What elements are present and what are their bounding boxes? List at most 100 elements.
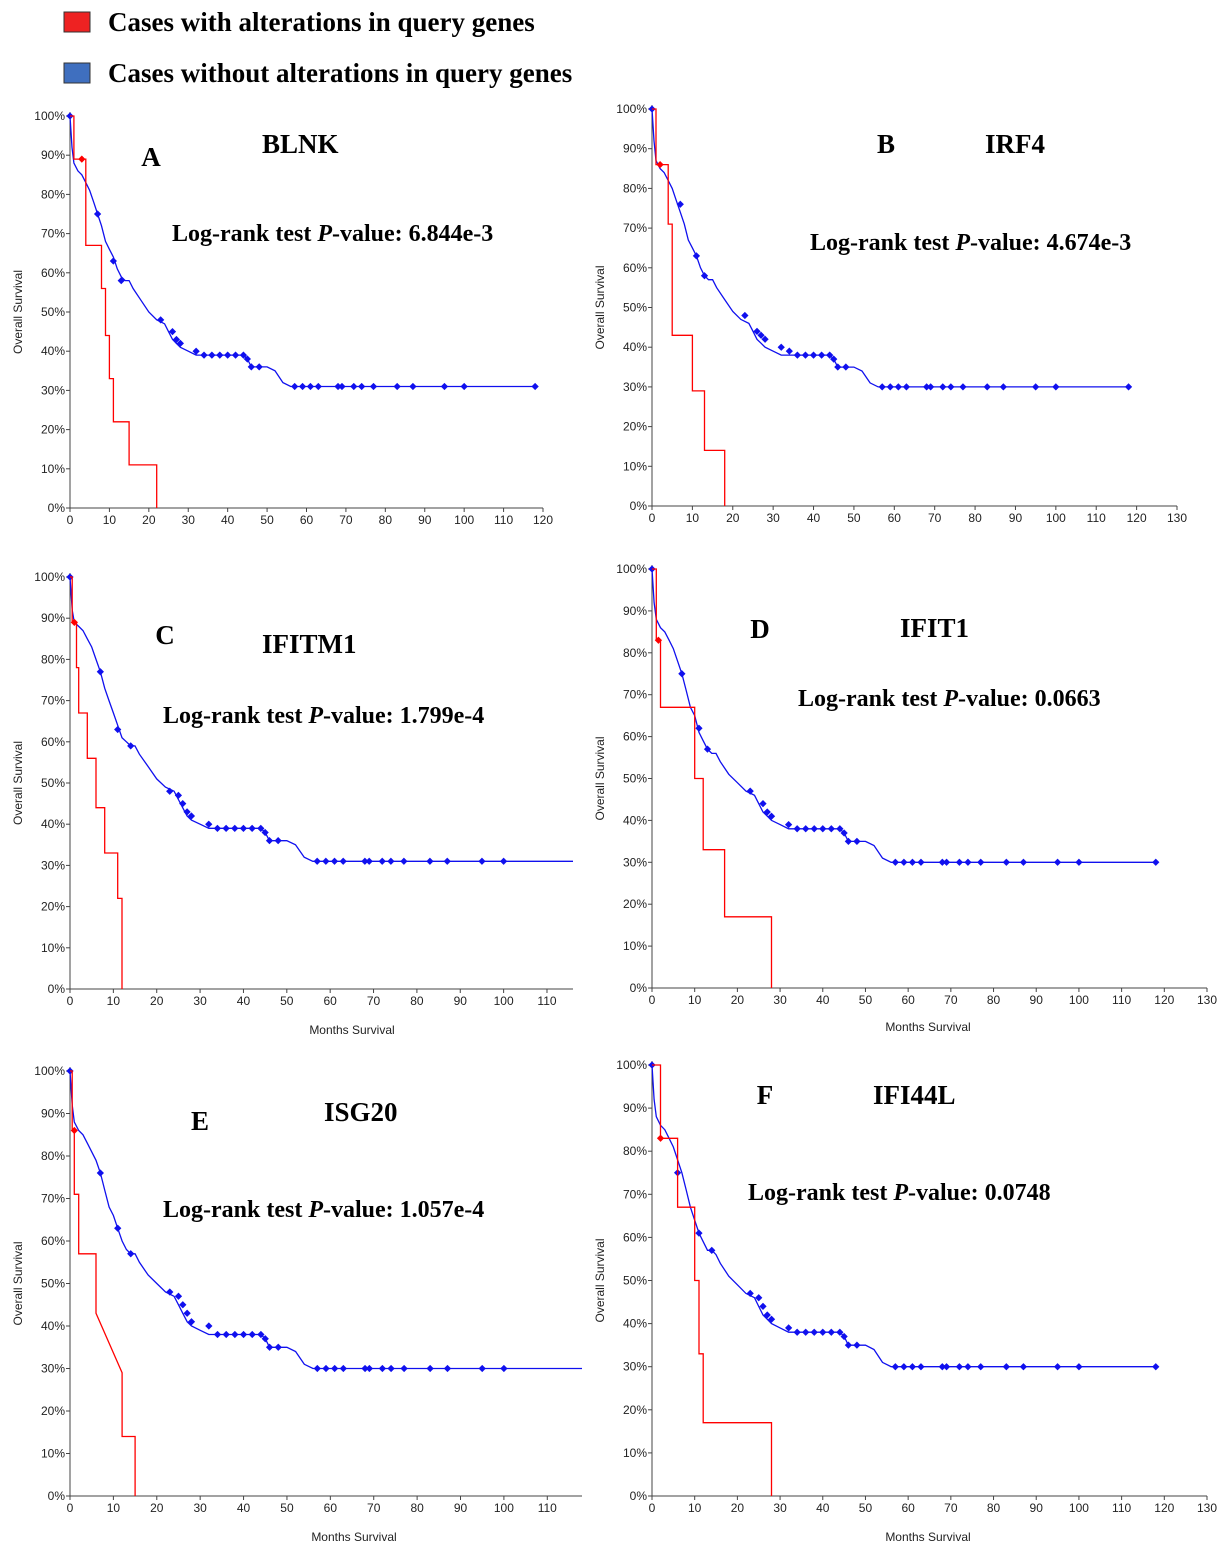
legend-swatch-altered: [63, 11, 91, 33]
censor-mark-unaltered: [378, 857, 386, 865]
censor-mark-unaltered: [746, 787, 754, 795]
series-line-altered: [70, 1070, 136, 1496]
x-tick-label: 40: [237, 994, 251, 1008]
y-tick-label: 90%: [623, 142, 647, 156]
series-line-altered: [652, 108, 726, 506]
y-tick-label: 100%: [34, 1064, 65, 1078]
x-tick-label: 10: [688, 993, 702, 1007]
censor-mark-unaltered: [809, 351, 818, 359]
censor-mark-unaltered: [1019, 1363, 1028, 1371]
x-tick-label: 70: [944, 1501, 958, 1515]
series-line-altered: [652, 1064, 773, 1496]
y-tick-label: 20%: [623, 1403, 647, 1417]
panel-letter: E: [191, 1106, 209, 1136]
y-tick-label: 10%: [41, 462, 65, 476]
x-tick-label: 20: [726, 511, 740, 525]
x-tick-label: 30: [766, 511, 780, 525]
censor-mark-unaltered: [959, 383, 967, 391]
y-tick-label: 80%: [623, 181, 647, 195]
chart-panel-a: 0% 10% 20% 30% 40% 50% 60% 70% 80% 90% 100% 0 10 20 30…: [11, 109, 553, 527]
x-tick-label: 110: [494, 513, 513, 527]
censor-mark-unaltered: [757, 331, 765, 339]
censor-mark-unaltered: [746, 1289, 754, 1298]
censor-mark-unaltered: [836, 825, 844, 833]
pvalue-label: Log-rank test P-value: 1.057e-4: [163, 1197, 484, 1223]
y-axis-title: Overall Survival: [11, 1241, 25, 1325]
x-tick-label: 130: [1167, 511, 1187, 525]
censor-mark-unaltered: [338, 382, 346, 391]
censor-mark-unaltered: [350, 382, 358, 391]
pvalue-italic: P: [307, 703, 323, 729]
censor-mark-unaltered: [257, 1330, 265, 1339]
legend: Cases with alterations in query genes Ca…: [63, 7, 572, 88]
censor-mark-unaltered: [878, 383, 886, 391]
pvalue-label: Log-rank test P-value: 0.0748: [748, 1180, 1051, 1206]
censor-mark-unaltered: [298, 382, 307, 391]
x-tick-label: 90: [454, 1501, 468, 1515]
gene-name: IFIT1: [900, 613, 969, 643]
censor-mark-unaltered: [1002, 1363, 1010, 1371]
x-tick-label: 50: [859, 993, 873, 1007]
censor-mark-unaltered: [426, 1364, 434, 1373]
x-tick-label: 50: [260, 513, 274, 527]
censor-mark-unaltered: [1075, 858, 1083, 866]
censor-mark-unaltered: [840, 1332, 848, 1341]
x-tick-label: 40: [807, 511, 821, 525]
censor-mark-unaltered: [393, 382, 401, 391]
y-tick-label: 20%: [623, 897, 647, 911]
censor-mark-unaltered: [891, 858, 899, 866]
y-tick-label: 90%: [623, 604, 647, 618]
y-tick-label: 80%: [41, 652, 65, 666]
x-tick-label: 60: [300, 513, 314, 527]
x-tick-label: 60: [324, 1501, 338, 1515]
censor-mark-unaltered: [174, 791, 183, 799]
y-tick-label: 10%: [41, 1447, 65, 1461]
x-tick-label: 80: [987, 1501, 1001, 1515]
censor-mark-unaltered: [313, 1364, 321, 1373]
y-tick-label: 50%: [41, 1277, 65, 1291]
x-tick-label: 10: [686, 511, 700, 525]
censor-mark-unaltered: [793, 825, 801, 833]
x-tick-label: 30: [182, 513, 196, 527]
y-tick-label: 100%: [34, 109, 65, 123]
censor-mark-unaltered: [358, 382, 366, 391]
x-axis-title: Months Survival: [885, 1020, 970, 1034]
x-tick-label: 20: [731, 993, 745, 1007]
censor-mark-unaltered: [767, 1315, 776, 1323]
censor-mark-unaltered: [977, 1363, 985, 1371]
censor-mark-unaltered: [1052, 383, 1060, 391]
censor-mark-unaltered: [886, 383, 894, 391]
censor-mark-unaltered: [695, 1229, 703, 1237]
censor-mark-unaltered: [247, 363, 255, 371]
censor-mark-unaltered: [977, 858, 985, 866]
x-tick-label: 110: [538, 1501, 557, 1515]
x-tick-label: 100: [454, 513, 474, 527]
x-tick-label: 80: [410, 994, 424, 1008]
censor-mark-unaltered: [793, 1328, 801, 1336]
y-tick-label: 90%: [41, 148, 65, 162]
legend-label-unaltered: Cases without alterations in query genes: [108, 58, 572, 88]
censor-mark-unaltered: [955, 858, 964, 866]
censor-mark-unaltered: [927, 383, 935, 391]
pvalue-italic: P: [307, 1197, 323, 1223]
y-tick-label: 30%: [41, 858, 65, 872]
x-tick-label: 40: [237, 1501, 251, 1515]
x-tick-label: 30: [193, 994, 207, 1008]
censor-mark-unaltered: [802, 825, 810, 833]
censor-mark-unaltered: [964, 858, 972, 866]
censor-mark-unaltered: [964, 1363, 972, 1371]
censor-mark-unaltered: [157, 316, 165, 324]
y-tick-label: 50%: [41, 305, 65, 319]
censor-mark-unaltered: [1019, 858, 1028, 866]
censor-mark-unaltered: [741, 311, 749, 320]
x-tick-label: 20: [731, 1501, 745, 1515]
censor-mark-unaltered: [331, 1364, 339, 1373]
censor-mark-unaltered: [908, 1363, 917, 1371]
panels: 0%10%20%30%40%50%60%70%80%90%100%0 10 20 30…: [11, 102, 1217, 1544]
censor-mark-unaltered: [763, 1311, 771, 1319]
x-tick-label: 60: [901, 993, 915, 1007]
censor-mark-unaltered: [853, 837, 861, 845]
censor-mark-unaltered: [1075, 1363, 1083, 1371]
y-tick-label: 30%: [41, 383, 65, 397]
censor-mark-unaltered: [257, 824, 265, 832]
